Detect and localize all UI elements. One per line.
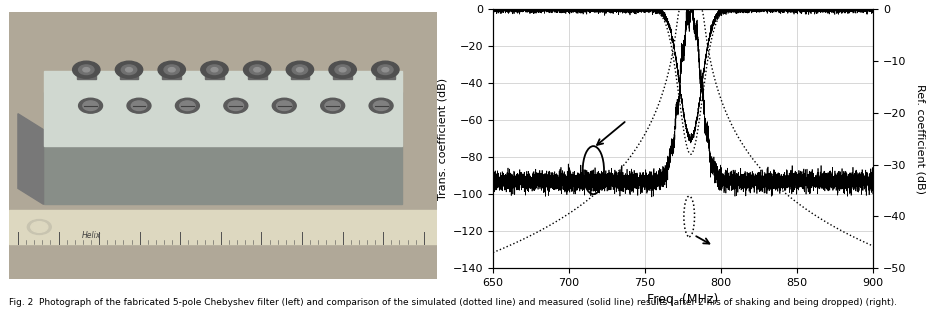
Bar [119, 66, 138, 79]
Circle shape [325, 101, 340, 110]
Circle shape [277, 101, 292, 110]
Circle shape [131, 101, 146, 110]
Circle shape [374, 101, 389, 110]
Circle shape [223, 98, 248, 113]
Bar [205, 66, 223, 79]
Circle shape [115, 61, 143, 78]
Circle shape [286, 61, 314, 78]
Polygon shape [18, 114, 43, 204]
Bar [9, 210, 437, 244]
Y-axis label: Trans. coefficient (dB): Trans. coefficient (dB) [438, 78, 447, 200]
Circle shape [211, 68, 218, 72]
Bar [376, 66, 394, 79]
Circle shape [292, 65, 308, 74]
Circle shape [207, 65, 223, 74]
Circle shape [339, 68, 346, 72]
Bar [162, 66, 181, 79]
Circle shape [297, 68, 303, 72]
Text: Fig. 2  Photograph of the fabricated 5-pole Chebyshev filter (left) and comparis: Fig. 2 Photograph of the fabricated 5-po… [9, 298, 898, 307]
Circle shape [201, 61, 228, 78]
Circle shape [250, 65, 265, 74]
Circle shape [335, 65, 350, 74]
Circle shape [121, 65, 137, 74]
Bar [333, 66, 352, 79]
Circle shape [321, 98, 345, 113]
Bar [43, 71, 403, 146]
Circle shape [168, 68, 176, 72]
Text: Helix: Helix [82, 231, 101, 240]
Circle shape [127, 98, 151, 113]
Circle shape [158, 61, 185, 78]
Bar [43, 92, 403, 204]
Circle shape [272, 98, 296, 113]
Circle shape [228, 101, 243, 110]
Bar [248, 66, 267, 79]
Circle shape [179, 101, 195, 110]
Circle shape [369, 98, 393, 113]
Circle shape [377, 65, 393, 74]
Circle shape [83, 101, 99, 110]
Circle shape [126, 68, 132, 72]
Circle shape [254, 68, 261, 72]
Bar [290, 66, 309, 79]
Circle shape [79, 65, 94, 74]
Circle shape [176, 98, 199, 113]
Y-axis label: Ref. coefficient (dB): Ref. coefficient (dB) [916, 84, 926, 194]
Circle shape [31, 222, 48, 232]
Circle shape [27, 219, 52, 234]
Bar [77, 66, 96, 79]
Circle shape [372, 61, 399, 78]
Circle shape [164, 65, 179, 74]
Circle shape [243, 61, 270, 78]
Circle shape [72, 61, 100, 78]
X-axis label: Freq. (MHz): Freq. (MHz) [648, 294, 718, 306]
Circle shape [83, 68, 90, 72]
Circle shape [79, 98, 102, 113]
Circle shape [329, 61, 356, 78]
Circle shape [382, 68, 389, 72]
